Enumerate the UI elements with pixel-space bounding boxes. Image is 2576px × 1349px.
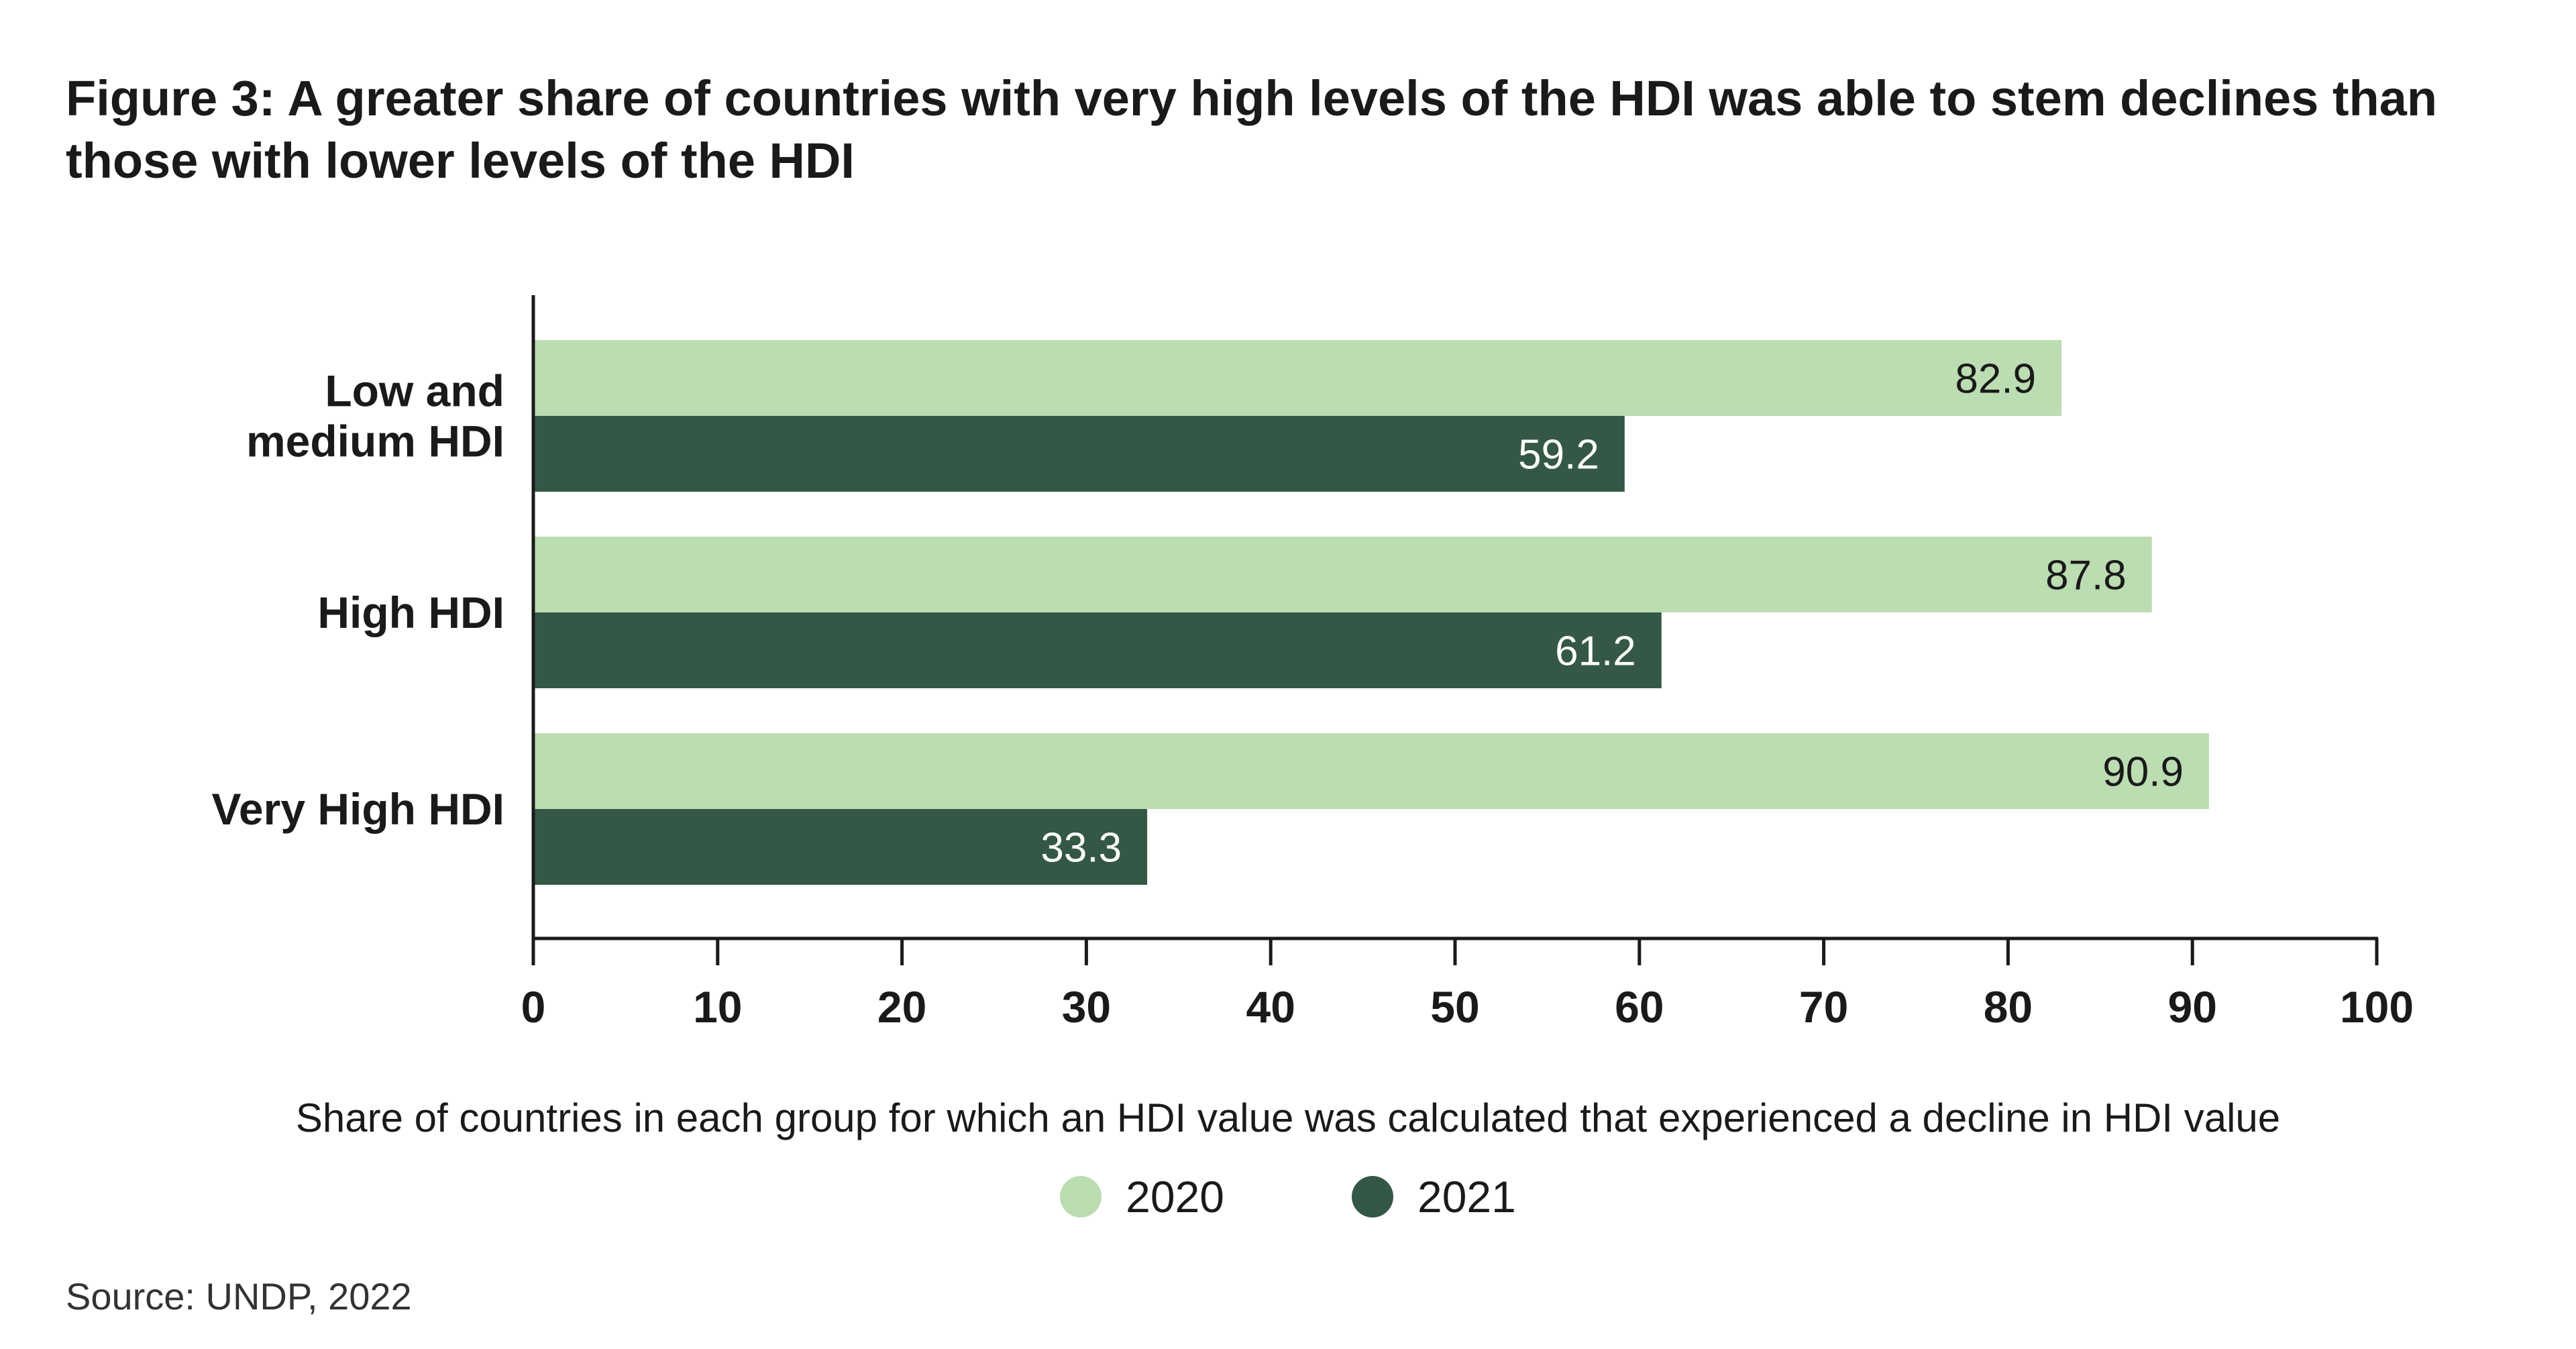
x-tick-label-10: 10 xyxy=(693,982,742,1032)
x-tick-label-30: 30 xyxy=(1062,982,1111,1032)
bars-layer xyxy=(533,340,2209,885)
category-label-0-0: Low and xyxy=(325,366,504,416)
category-label-0-1: medium HDI xyxy=(246,417,504,466)
x-tick-label-50: 50 xyxy=(1430,982,1479,1032)
legend-swatch-2020 xyxy=(1060,1176,1102,1218)
value-label-2020-0: 82.9 xyxy=(1955,356,2036,402)
x-tick-label-0: 0 xyxy=(521,982,546,1032)
figure-title: Figure 3: A greater share of countries w… xyxy=(66,70,2438,188)
source-note: Source: UNDP, 2022 xyxy=(66,1275,412,1317)
x-tick-label-40: 40 xyxy=(1246,982,1295,1032)
legend: 2020 2021 xyxy=(0,1171,2576,1222)
value-label-2021-1: 61.2 xyxy=(1555,629,1636,675)
legend-item-2021: 2021 xyxy=(1352,1171,1516,1222)
bar-2021-1 xyxy=(533,612,1662,688)
bar-2020-1 xyxy=(533,537,2152,612)
value-label-2020-1: 87.8 xyxy=(2045,553,2127,599)
x-tick-label-100: 100 xyxy=(2340,982,2414,1032)
bar-2021-2 xyxy=(533,809,1148,885)
axes-layer xyxy=(531,295,2379,965)
legend-label-2020: 2020 xyxy=(1126,1172,1224,1222)
value-labels-layer: 82.9 59.2 87.8 61.2 90.9 33.3 xyxy=(1040,356,2184,871)
category-label-2-0: Very High HDI xyxy=(212,784,504,834)
tick-labels-layer: 0 10 20 30 40 50 60 70 80 90 100 xyxy=(521,982,2414,1032)
legend-label-2021: 2021 xyxy=(1417,1172,1516,1222)
x-tick-label-70: 70 xyxy=(1799,982,1848,1032)
x-tick-label-20: 20 xyxy=(877,982,926,1032)
bar-2020-2 xyxy=(533,733,2209,809)
legend-swatch-2021 xyxy=(1352,1176,1393,1218)
bar-2020-0 xyxy=(533,340,2062,416)
x-tick-label-90: 90 xyxy=(2167,982,2216,1032)
value-label-2021-0: 59.2 xyxy=(1518,432,1599,478)
value-label-2021-2: 33.3 xyxy=(1040,825,1122,871)
bar-2021-0 xyxy=(533,416,1625,492)
x-tick-label-80: 80 xyxy=(1984,982,2033,1032)
category-label-1-0: High HDI xyxy=(317,588,504,637)
x-tick-label-60: 60 xyxy=(1615,982,1664,1032)
value-label-2020-2: 90.9 xyxy=(2102,749,2184,796)
legend-item-2020: 2020 xyxy=(1060,1171,1224,1222)
x-axis-title: Share of countries in each group for whi… xyxy=(295,1095,2281,1140)
